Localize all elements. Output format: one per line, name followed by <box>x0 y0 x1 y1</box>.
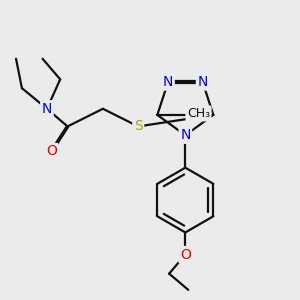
Text: N: N <box>163 75 173 89</box>
Text: N: N <box>42 102 52 116</box>
Text: S: S <box>134 119 142 134</box>
Text: O: O <box>180 248 191 262</box>
Text: N: N <box>197 75 208 89</box>
Text: CH₃: CH₃ <box>187 107 210 120</box>
Text: O: O <box>46 145 57 158</box>
Text: N: N <box>180 128 190 142</box>
